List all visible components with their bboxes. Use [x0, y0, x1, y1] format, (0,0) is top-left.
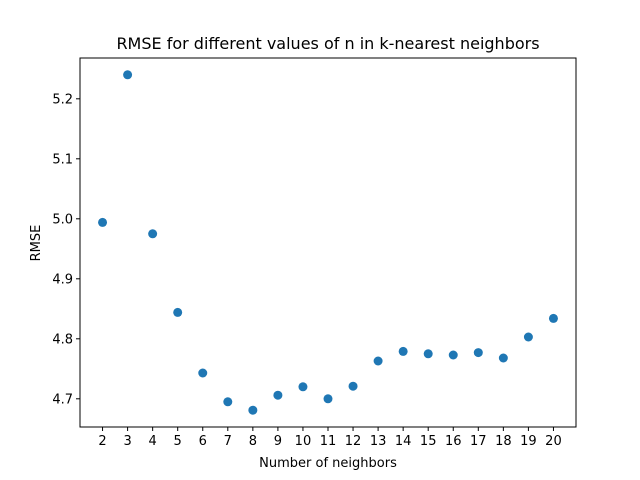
y-tick-label: 4.8	[52, 332, 73, 347]
x-tick-label: 15	[420, 434, 437, 449]
x-tick-label: 3	[123, 434, 131, 449]
x-tick-label: 8	[249, 434, 257, 449]
y-tick-label: 4.7	[52, 392, 73, 407]
y-tick-label: 5.0	[52, 212, 73, 227]
data-point	[473, 348, 483, 358]
data-point	[98, 217, 108, 227]
data-point	[373, 356, 383, 366]
y-tick-label: 5.1	[52, 152, 73, 167]
chart-title: RMSE for different values of n in k-near…	[116, 34, 539, 53]
data-point	[298, 382, 308, 392]
data-point	[273, 390, 283, 400]
data-point	[173, 307, 183, 317]
y-axis-ticks: 4.7 4.8 4.9 5.0 5.1 5.2	[52, 92, 80, 407]
x-tick-label: 11	[320, 434, 337, 449]
plot-area-frame	[79, 57, 577, 428]
x-tick-label: 5	[174, 434, 182, 449]
data-point	[548, 313, 558, 323]
x-tick-label: 2	[98, 434, 106, 449]
x-axis-title: Number of neighbors	[259, 456, 397, 471]
x-tick-label: 18	[495, 434, 512, 449]
data-point	[498, 353, 508, 363]
x-tick-label: 14	[395, 434, 412, 449]
x-tick-label: 20	[545, 434, 562, 449]
data-point	[198, 368, 208, 378]
x-tick-label: 12	[345, 434, 362, 449]
data-point	[523, 332, 533, 342]
data-point	[248, 405, 258, 415]
x-tick-label: 4	[149, 434, 157, 449]
data-points	[98, 70, 558, 415]
data-point	[398, 346, 408, 356]
data-point	[148, 229, 158, 239]
x-tick-label: 6	[199, 434, 207, 449]
x-tick-label: 13	[370, 434, 387, 449]
x-tick-label: 10	[295, 434, 312, 449]
data-point	[223, 397, 233, 407]
x-axis-ticks: 2 3 4 5 6 7 8 9 10 11 12 13 14 15 16 17 18 19 20	[98, 427, 562, 449]
data-point	[423, 349, 433, 359]
x-tick-label: 16	[445, 434, 462, 449]
y-tick-label: 4.9	[52, 272, 73, 287]
x-tick-label: 17	[470, 434, 487, 449]
data-point	[123, 70, 133, 80]
y-axis-title: RMSE	[29, 225, 44, 262]
x-tick-label: 7	[224, 434, 232, 449]
data-point	[323, 394, 333, 404]
y-tick-label: 5.2	[52, 92, 73, 107]
data-point	[448, 350, 458, 360]
data-point	[348, 381, 358, 391]
x-tick-label: 19	[520, 434, 537, 449]
x-tick-label: 9	[274, 434, 282, 449]
